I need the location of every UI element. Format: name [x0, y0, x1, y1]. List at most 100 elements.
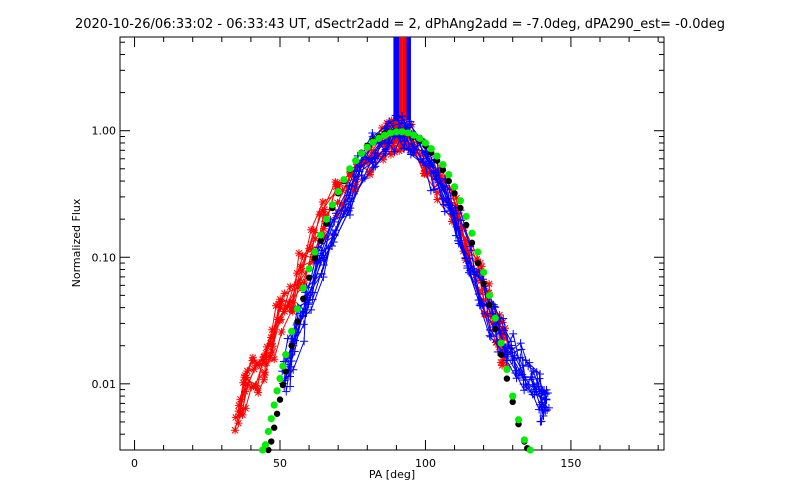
green-point	[282, 351, 290, 359]
star-marker	[387, 151, 395, 158]
star-marker	[366, 171, 374, 178]
green-point	[340, 176, 348, 184]
star-marker	[433, 196, 441, 203]
black-point	[311, 255, 319, 262]
green-point	[375, 134, 383, 142]
green-point	[264, 427, 272, 436]
star-marker	[277, 304, 284, 312]
star-marker	[243, 367, 251, 375]
black-point	[480, 280, 487, 287]
black-point	[486, 301, 493, 309]
green-point	[474, 248, 482, 256]
star-marker	[250, 365, 258, 373]
green-point	[273, 387, 281, 395]
star-marker	[286, 283, 294, 291]
plot-frame	[119, 36, 665, 451]
green-point	[279, 362, 287, 370]
x-tick-label: 100	[415, 457, 436, 470]
green-point	[267, 415, 275, 423]
star-marker	[498, 362, 506, 369]
y-tick-label: 0.01	[92, 378, 117, 391]
green-point	[427, 145, 435, 153]
y-axis-label: Normalized Flux	[70, 198, 83, 287]
star-marker	[254, 389, 262, 396]
x-tick-label: 150	[560, 457, 581, 470]
black-point	[300, 295, 307, 302]
red-line	[239, 138, 504, 400]
green-point	[503, 365, 511, 374]
y-tick-label: 1.00	[92, 125, 117, 138]
green-point	[258, 446, 267, 454]
green-point	[322, 215, 331, 223]
black-point	[497, 351, 505, 358]
green-point	[305, 265, 313, 273]
star-marker	[299, 252, 307, 260]
star-marker	[269, 348, 276, 356]
star-marker	[261, 368, 269, 376]
star-marker	[252, 382, 259, 389]
star-marker	[261, 353, 268, 360]
star-marker	[236, 411, 244, 419]
green-point	[299, 284, 307, 292]
green-point	[433, 152, 441, 160]
black-point	[270, 424, 278, 431]
black-point	[273, 410, 281, 417]
black-point	[509, 398, 516, 406]
green-point	[276, 374, 284, 383]
star-marker	[260, 376, 268, 384]
green-point	[357, 149, 366, 158]
star-marker	[310, 226, 318, 234]
green-point	[497, 339, 505, 347]
star-marker	[288, 306, 296, 314]
green-point	[462, 212, 470, 221]
star-marker	[316, 210, 323, 218]
green-point	[410, 131, 418, 139]
star-marker	[281, 290, 288, 297]
x-tick-label: 50	[273, 457, 287, 470]
green-point	[439, 160, 447, 169]
star-marker	[308, 246, 316, 253]
star-marker	[281, 308, 289, 315]
star-marker	[237, 395, 244, 403]
green-point	[293, 305, 302, 313]
black-point	[451, 190, 458, 197]
green-point	[491, 314, 499, 322]
black-point	[279, 381, 287, 389]
green-point	[346, 165, 354, 173]
black-point	[492, 326, 499, 333]
star-marker	[332, 178, 339, 186]
black-point	[439, 166, 447, 174]
star-marker	[231, 426, 239, 434]
star-marker	[365, 168, 373, 175]
green-point	[261, 441, 270, 449]
black-point	[503, 375, 511, 382]
black-point	[305, 274, 313, 281]
green-point	[386, 129, 395, 137]
star-marker	[249, 357, 256, 365]
green-point	[392, 128, 400, 136]
star-marker	[295, 249, 303, 257]
star-marker	[285, 299, 293, 307]
green-point	[450, 183, 459, 191]
green-point	[398, 128, 406, 136]
black-point	[457, 204, 464, 212]
green-point	[369, 138, 377, 146]
star-marker	[295, 278, 303, 286]
green-point	[317, 231, 325, 239]
x-tick-label: 0	[131, 457, 138, 470]
star-marker	[473, 255, 481, 263]
black-point	[317, 237, 324, 244]
star-marker	[232, 414, 240, 421]
green-point	[485, 291, 494, 299]
star-marker	[378, 124, 386, 132]
green-point	[416, 134, 424, 142]
black-point	[265, 446, 272, 454]
star-marker	[319, 198, 327, 206]
star-marker	[241, 388, 249, 395]
star-marker	[267, 339, 274, 347]
star-marker	[235, 419, 242, 427]
black-point	[276, 396, 284, 403]
green-point	[520, 436, 528, 444]
black-point	[282, 368, 290, 375]
